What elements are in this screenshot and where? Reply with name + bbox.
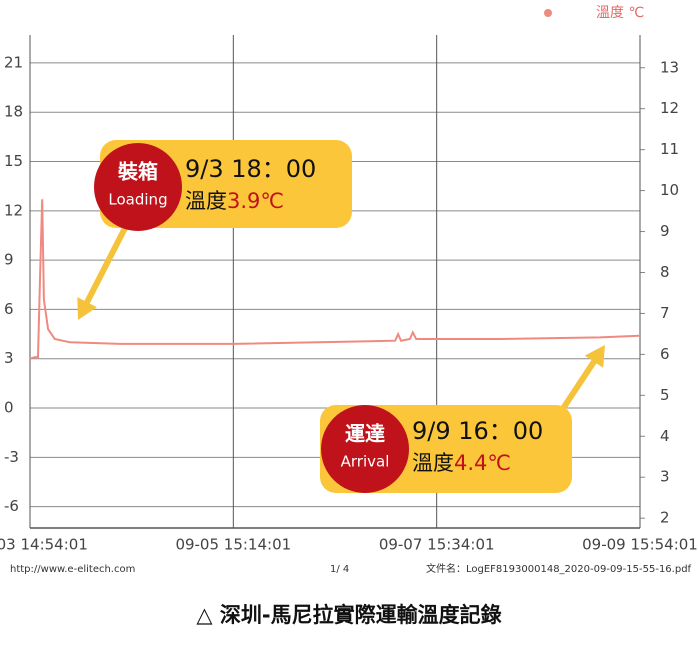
annotation-badge bbox=[321, 405, 409, 493]
y-tick-label: 15 bbox=[4, 152, 23, 170]
y-tick-label: 12 bbox=[4, 201, 23, 219]
x-tick-label: 09-03 14:54:01 bbox=[0, 536, 88, 554]
annotation-time: 9/9 16：00 bbox=[412, 417, 543, 445]
annotation-temp: 溫度4.4℃ bbox=[412, 451, 511, 475]
annotation-time: 9/3 18：00 bbox=[185, 155, 316, 183]
badge-text: 運達 bbox=[345, 422, 385, 446]
y2-tick-label: 8 bbox=[660, 263, 670, 281]
y2-tick-label: 9 bbox=[660, 222, 670, 240]
annotation-arrowhead bbox=[77, 297, 97, 320]
y2-tick-label: 5 bbox=[660, 386, 670, 404]
badge-en: Arrival bbox=[341, 453, 390, 471]
annotation-arrow bbox=[559, 355, 600, 412]
y2-tick-label: 4 bbox=[660, 427, 670, 445]
y-tick-label: 6 bbox=[4, 300, 14, 318]
footer-page: 1/ 4 bbox=[330, 564, 349, 575]
annotation-temp: 溫度3.9℃ bbox=[185, 189, 284, 213]
y-tick-label: 9 bbox=[4, 251, 14, 269]
footer-file: 文件名：LogEF8193000148_2020-09-09-15-55-16.… bbox=[426, 562, 692, 575]
y-tick-label: 21 bbox=[4, 53, 23, 71]
badge-en: Loading bbox=[108, 191, 167, 209]
y2-tick-label: 3 bbox=[660, 468, 670, 486]
annotation-arrowhead bbox=[584, 345, 605, 368]
annotation-value: 3.9℃ bbox=[227, 189, 284, 213]
y-tick-label: 18 bbox=[4, 103, 23, 121]
annotation-label: 溫度 bbox=[185, 189, 227, 213]
legend-marker bbox=[544, 9, 552, 17]
footer-url: http://www.e-elitech.com bbox=[10, 564, 135, 575]
y2-tick-label: 13 bbox=[660, 58, 679, 76]
y2-tick-label: 12 bbox=[660, 99, 679, 117]
y2-tick-label: 2 bbox=[660, 509, 670, 527]
annotation-label: 溫度 bbox=[412, 451, 454, 475]
y2-tick-label: 6 bbox=[660, 345, 670, 363]
annotation-badge bbox=[94, 143, 182, 231]
y-tick-label: -3 bbox=[4, 448, 19, 466]
legend-label: 溫度 ℃ bbox=[596, 5, 644, 21]
annotation: 裝箱 Loading 9/3 18：00 溫度3.9℃ bbox=[77, 140, 352, 320]
data-line bbox=[29, 199, 641, 360]
y-tick-label: -6 bbox=[4, 497, 19, 515]
x-tick-label: 09-07 15:34:01 bbox=[379, 536, 495, 554]
annotation-arrow bbox=[81, 226, 128, 309]
y2-tick-label: 7 bbox=[660, 304, 670, 322]
y2-tick-label: 11 bbox=[660, 140, 679, 158]
badge-text: 裝箱 bbox=[117, 160, 158, 184]
y-tick-label: 3 bbox=[4, 349, 14, 367]
annotation: 運達 Arrival 9/9 16：00 溫度4.4℃ bbox=[320, 345, 605, 493]
y-tick-label: 0 bbox=[4, 399, 14, 417]
annotation-value: 4.4℃ bbox=[454, 451, 511, 475]
caption: △ 深圳-馬尼拉實際運輸溫度記錄 bbox=[196, 603, 501, 627]
y2-tick-label: 10 bbox=[660, 181, 679, 199]
x-tick-label: 09-05 15:14:01 bbox=[175, 536, 291, 554]
x-tick-label: 09-09 15:54:01 bbox=[582, 536, 698, 554]
